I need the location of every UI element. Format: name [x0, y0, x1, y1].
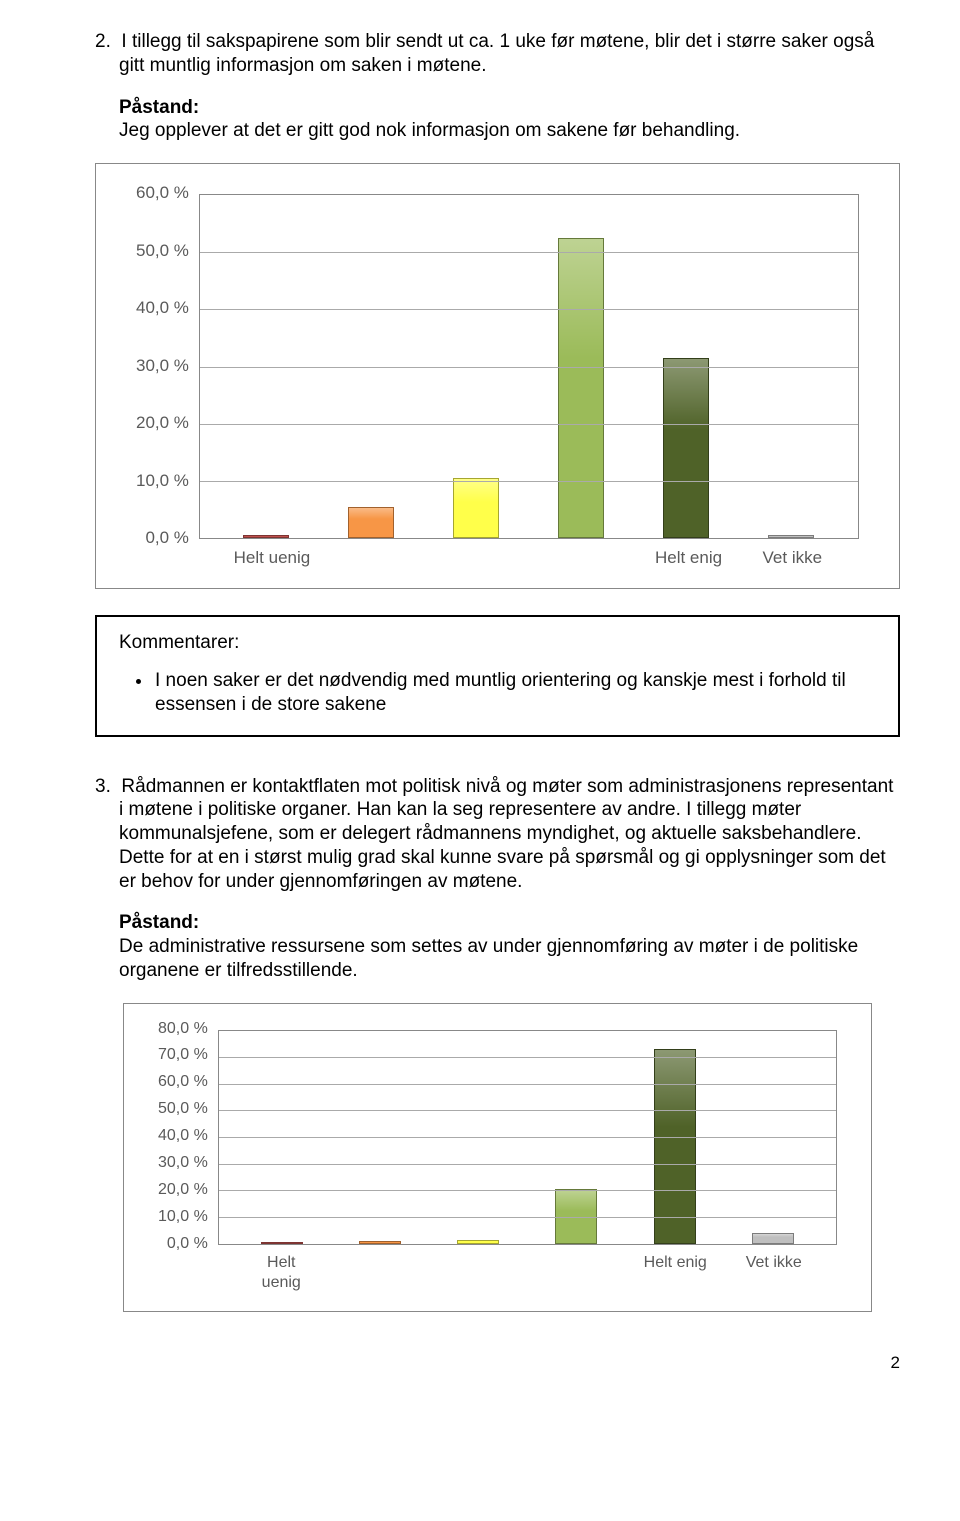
x-tick-label: [550, 547, 614, 568]
claim-1-label: Påstand:: [119, 96, 900, 120]
chart-bar: [359, 1241, 401, 1244]
section-2-text: 2. I tillegg til sakspapirene som blir s…: [95, 30, 900, 78]
comments-box: Kommentarer: I noen saker er det nødvend…: [95, 615, 900, 736]
comments-item: I noen saker er det nødvendig med muntli…: [153, 669, 876, 717]
claim-2-text: De administrative ressursene som settes …: [119, 935, 900, 983]
chart-bar: [752, 1233, 794, 1244]
chart-2-frame: 80,0 %70,0 %60,0 %50,0 %40,0 %30,0 %20,0…: [123, 1003, 872, 1312]
comments-title: Kommentarer:: [119, 631, 876, 655]
chart-1-y-axis: 60,0 %50,0 %40,0 %30,0 %20,0 %10,0 %0,0 …: [136, 194, 199, 539]
section-2-number: 2.: [95, 31, 111, 52]
x-tick-label: Heltuenig: [249, 1253, 313, 1293]
chart-2-x-axis: Heltuenig Helt enig Vet ikke: [218, 1253, 837, 1293]
chart-1: 60,0 %50,0 %40,0 %30,0 %20,0 %10,0 %0,0 …: [136, 194, 859, 568]
x-tick-label: Vet ikke: [760, 547, 824, 568]
x-tick-label: Helt enig: [655, 547, 719, 568]
claim-2-label: Påstand:: [119, 911, 900, 935]
x-tick-label: [446, 1253, 510, 1293]
claim-1-text: Jeg opplever at det er gitt god nok info…: [119, 119, 900, 143]
chart-bar: [243, 535, 289, 538]
chart-2: 80,0 %70,0 %60,0 %50,0 %40,0 %30,0 %20,0…: [158, 1030, 837, 1293]
chart-bar: [654, 1049, 696, 1243]
x-tick-label: Helt uenig: [234, 547, 298, 568]
chart-bar: [348, 507, 394, 538]
comments-list: I noen saker er det nødvendig med muntli…: [119, 669, 876, 717]
chart-bar: [261, 1242, 303, 1244]
section-3-number: 3.: [95, 776, 111, 797]
chart-1-plot: [199, 194, 859, 539]
chart-bar: [457, 1240, 499, 1244]
chart-bar: [768, 535, 814, 538]
chart-bar: [558, 238, 604, 538]
chart-bar: [453, 478, 499, 538]
section-3-text: 3. Rådmannen er kontaktflaten mot politi…: [95, 775, 900, 894]
chart-1-x-axis: Helt uenig Helt enig Vet ikke: [199, 547, 859, 568]
x-tick-label: Helt enig: [643, 1253, 707, 1293]
x-tick-label: [444, 547, 508, 568]
x-tick-label: [339, 547, 403, 568]
x-tick-label: Vet ikke: [742, 1253, 806, 1293]
chart-bar: [663, 358, 709, 538]
chart-2-plot: [218, 1030, 837, 1245]
chart-2-y-axis: 80,0 %70,0 %60,0 %50,0 %40,0 %30,0 %20,0…: [158, 1030, 218, 1245]
x-tick-label: [545, 1253, 609, 1293]
chart-1-frame: 60,0 %50,0 %40,0 %30,0 %20,0 %10,0 %0,0 …: [95, 163, 900, 589]
x-tick-label: [348, 1253, 412, 1293]
page-number: 2: [95, 1352, 900, 1373]
